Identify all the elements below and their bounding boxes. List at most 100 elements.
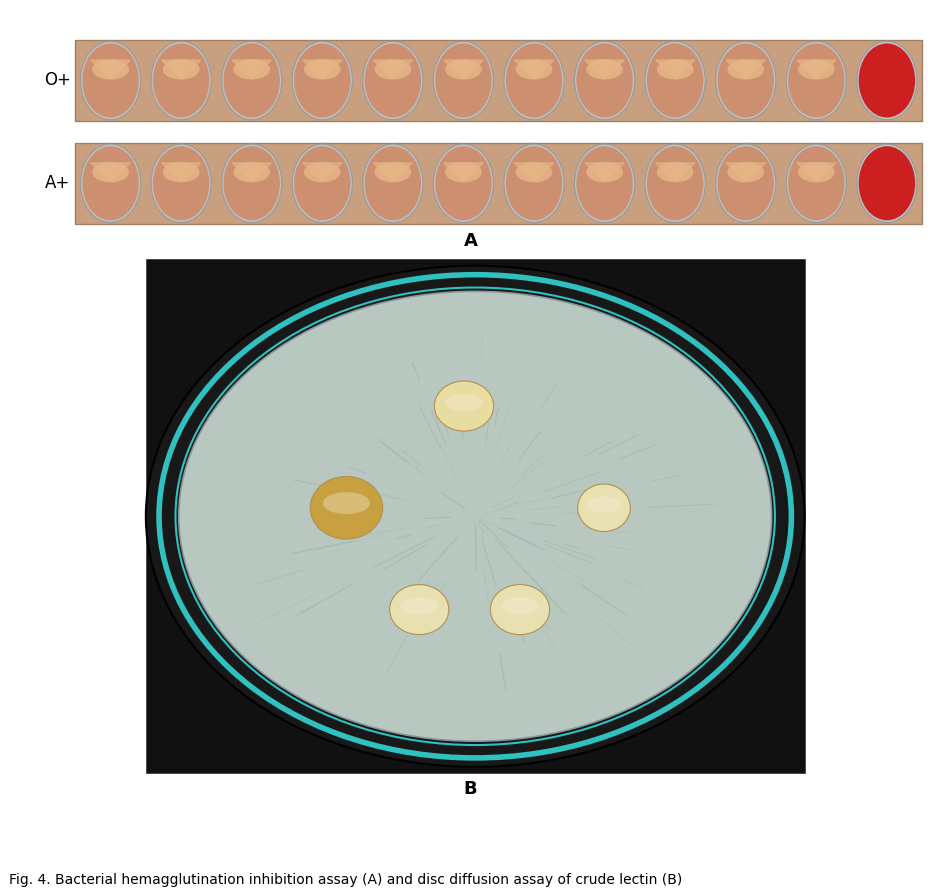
Polygon shape	[373, 163, 412, 181]
Ellipse shape	[578, 484, 630, 532]
Ellipse shape	[646, 147, 703, 220]
Bar	[75, 40, 922, 121]
Ellipse shape	[435, 381, 494, 431]
Ellipse shape	[435, 147, 492, 220]
Ellipse shape	[506, 44, 563, 117]
Polygon shape	[726, 163, 766, 181]
Ellipse shape	[304, 59, 341, 80]
Ellipse shape	[435, 44, 492, 117]
Ellipse shape	[587, 496, 621, 512]
Polygon shape	[373, 60, 412, 79]
Ellipse shape	[80, 41, 141, 120]
Ellipse shape	[375, 59, 411, 80]
Ellipse shape	[858, 147, 915, 220]
Ellipse shape	[390, 585, 449, 635]
Ellipse shape	[222, 41, 282, 120]
Polygon shape	[796, 60, 836, 79]
Ellipse shape	[717, 44, 774, 117]
Ellipse shape	[152, 44, 209, 117]
Polygon shape	[443, 60, 484, 79]
Polygon shape	[232, 163, 272, 181]
Ellipse shape	[445, 393, 484, 411]
Polygon shape	[162, 163, 201, 181]
Ellipse shape	[294, 147, 350, 220]
Polygon shape	[514, 60, 553, 79]
Ellipse shape	[433, 41, 493, 120]
Ellipse shape	[858, 44, 915, 117]
Polygon shape	[162, 60, 201, 79]
Ellipse shape	[504, 41, 564, 120]
Ellipse shape	[787, 144, 846, 223]
Ellipse shape	[504, 144, 564, 223]
Ellipse shape	[657, 59, 694, 80]
Ellipse shape	[292, 41, 352, 120]
Bar	[75, 143, 922, 224]
Ellipse shape	[516, 59, 552, 80]
Polygon shape	[584, 60, 624, 79]
Polygon shape	[90, 163, 130, 181]
Ellipse shape	[92, 162, 129, 182]
Polygon shape	[655, 163, 694, 181]
Polygon shape	[302, 163, 343, 181]
Ellipse shape	[490, 585, 550, 635]
Ellipse shape	[311, 477, 383, 539]
Ellipse shape	[233, 162, 270, 182]
Ellipse shape	[364, 44, 422, 117]
Ellipse shape	[574, 144, 634, 223]
Ellipse shape	[375, 162, 411, 182]
Ellipse shape	[82, 147, 138, 220]
Ellipse shape	[362, 144, 423, 223]
Ellipse shape	[400, 597, 439, 614]
Ellipse shape	[576, 44, 632, 117]
Ellipse shape	[798, 59, 835, 80]
Ellipse shape	[292, 144, 352, 223]
Polygon shape	[443, 163, 484, 181]
Ellipse shape	[727, 59, 764, 80]
Ellipse shape	[151, 144, 211, 223]
Polygon shape	[584, 163, 624, 181]
Ellipse shape	[146, 266, 805, 767]
Ellipse shape	[717, 147, 774, 220]
Polygon shape	[796, 163, 836, 181]
Ellipse shape	[222, 144, 282, 223]
Ellipse shape	[362, 41, 423, 120]
Ellipse shape	[715, 144, 775, 223]
Ellipse shape	[574, 41, 634, 120]
Ellipse shape	[856, 41, 917, 120]
Ellipse shape	[323, 493, 370, 514]
Ellipse shape	[516, 162, 552, 182]
Ellipse shape	[787, 41, 846, 120]
Text: B: B	[464, 780, 477, 797]
Ellipse shape	[179, 291, 772, 741]
Ellipse shape	[645, 41, 705, 120]
Ellipse shape	[798, 162, 835, 182]
Ellipse shape	[151, 41, 211, 120]
Ellipse shape	[82, 44, 138, 117]
Ellipse shape	[856, 144, 917, 223]
Text: O+: O+	[43, 72, 71, 89]
Bar	[146, 259, 805, 773]
Ellipse shape	[586, 59, 623, 80]
Text: Fig. 4. Bacterial hemagglutination inhibition assay (A) and disc diffusion assay: Fig. 4. Bacterial hemagglutination inhib…	[9, 873, 682, 887]
Ellipse shape	[645, 144, 705, 223]
Ellipse shape	[364, 147, 422, 220]
Ellipse shape	[586, 162, 623, 182]
Ellipse shape	[788, 147, 845, 220]
Ellipse shape	[445, 59, 482, 80]
Ellipse shape	[223, 147, 280, 220]
Ellipse shape	[646, 44, 703, 117]
Ellipse shape	[294, 44, 350, 117]
Ellipse shape	[727, 162, 764, 182]
Ellipse shape	[163, 59, 199, 80]
Ellipse shape	[506, 147, 563, 220]
Ellipse shape	[501, 597, 539, 614]
Text: A+: A+	[45, 174, 71, 192]
Ellipse shape	[788, 44, 845, 117]
Polygon shape	[90, 60, 130, 79]
Ellipse shape	[92, 59, 129, 80]
Polygon shape	[514, 163, 553, 181]
Ellipse shape	[715, 41, 775, 120]
Ellipse shape	[445, 162, 482, 182]
Text: A: A	[464, 232, 477, 250]
Polygon shape	[302, 60, 343, 79]
